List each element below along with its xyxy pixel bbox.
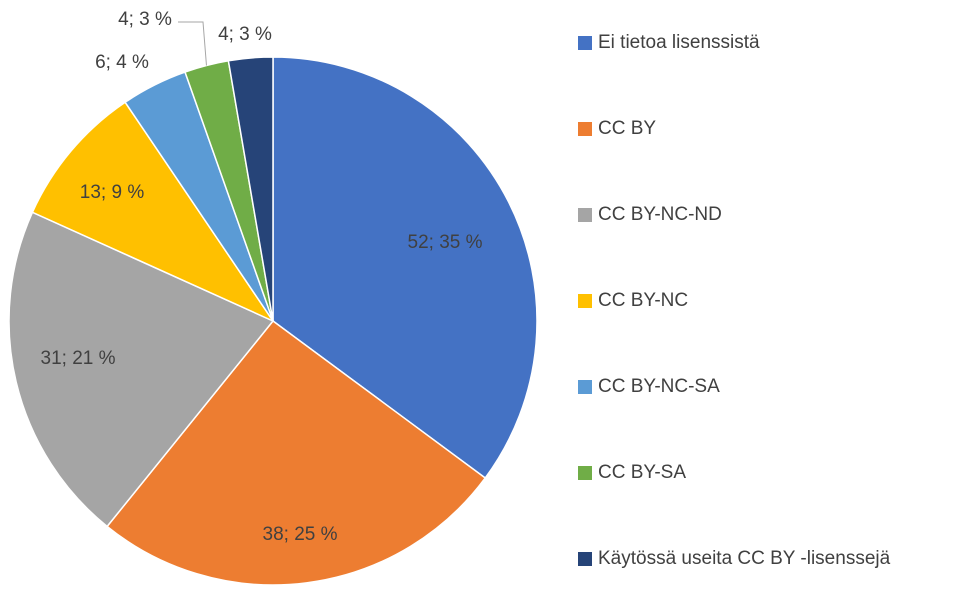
leader-line [178,21,207,66]
data-label: 4; 3 % [218,24,272,45]
legend-item: CC BY [578,116,958,202]
legend-swatch [578,294,592,308]
legend-swatch [578,122,592,136]
legend-swatch [578,208,592,222]
legend-swatch [578,466,592,480]
pie-slice [272,56,538,480]
pie-area: 52; 35 % 38; 25 % 31; 21 % 13; 9 % 6; 4 % 4; … [8,9,538,586]
legend-label: CC BY-NC-SA [598,376,720,397]
data-label: 13; 9 % [80,182,145,203]
legend: Ei tietoa lisenssistä CC BY CC BY-NC-ND CC … [578,30,958,613]
data-label: 4; 3 % [118,9,172,30]
data-label: 52; 35 % [408,232,483,253]
pie-slice [31,101,276,323]
pie-slice [227,56,274,322]
legend-swatch [578,36,592,50]
legend-item: Käytössä useita CC BY -lisenssejä [578,546,958,613]
pie-slice [8,211,275,528]
legend-label: CC BY-NC-ND [598,204,722,225]
pie-slice [106,319,487,586]
legend-label: CC BY-SA [598,462,686,483]
legend-item: CC BY-NC [578,288,958,374]
legend-swatch [578,552,592,566]
legend-label: Ei tietoa lisenssistä [598,32,760,53]
legend-item: Ei tietoa lisenssistä [578,30,958,116]
legend-label: CC BY [598,118,657,139]
legend-item: CC BY-NC-ND [578,202,958,288]
data-label: 38; 25 % [263,524,338,545]
data-label: 6; 4 % [95,52,149,73]
legend-swatch [578,380,592,394]
legend-item: CC BY-SA [578,460,958,546]
legend-label: Käytössä useita CC BY -lisenssejä [598,548,891,569]
legend-item: CC BY-NC-SA [578,374,958,460]
legend-label: CC BY-NC [598,290,689,311]
data-label: 31; 21 % [41,348,116,369]
